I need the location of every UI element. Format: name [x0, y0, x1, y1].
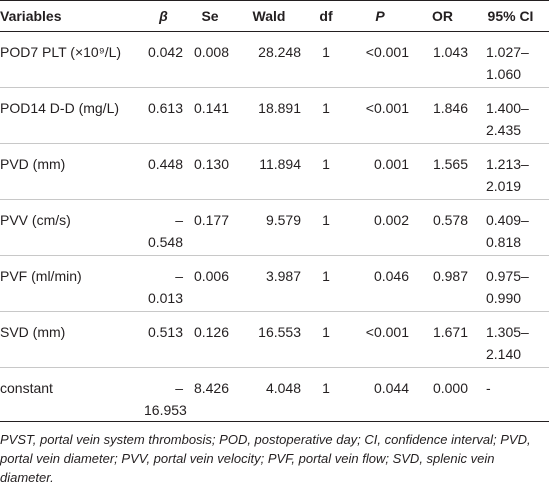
table-row: POD14 D-D (mg/L) 0.613 0.141 18.891 1 <0.001 1… [0, 87, 549, 144]
table-cell: 1.043 [413, 31, 472, 88]
table-cell: –16.953 [140, 367, 187, 422]
table-row: SVD (mm) 0.513 0.126 16.553 1 <0.001 1.671 1.30… [0, 311, 549, 368]
table-cell: 0.409–0.818 [472, 199, 549, 256]
table-cell: 1.213–2.019 [472, 143, 549, 200]
table-cell: 1 [305, 255, 347, 312]
table-cell: 0.448 [140, 143, 187, 200]
table-cell: 1 [305, 367, 347, 422]
column-header: P [347, 0, 413, 32]
table-cell: 1 [305, 87, 347, 144]
table-cell: 0.613 [140, 87, 187, 144]
table-cell: PVV (cm/s) [0, 199, 140, 256]
table-cell: 16.553 [233, 311, 305, 368]
column-header: Wald [233, 0, 305, 32]
table-cell: 0.008 [187, 31, 233, 88]
table-cell: 4.048 [233, 367, 305, 422]
table-cell: 0.578 [413, 199, 472, 256]
table-cell: 9.579 [233, 199, 305, 256]
table-cell: - [472, 367, 549, 422]
table-cell: 0.975–0.990 [472, 255, 549, 312]
table-cell: 1.846 [413, 87, 472, 144]
column-header: OR [413, 0, 472, 32]
footnote: PVST, portal vein system thrombosis; POD… [0, 432, 531, 485]
table-row: PVD (mm) 0.448 0.130 11.894 1 0.001 1.565 1.213… [0, 143, 549, 200]
table-cell: 0.002 [347, 199, 413, 256]
table-cell: 0.513 [140, 311, 187, 368]
table-cell: 1 [305, 31, 347, 88]
table-cell: 1 [305, 311, 347, 368]
table-cell: 1.400–2.435 [472, 87, 549, 144]
table-cell: –0.013 [140, 255, 187, 312]
table-body: POD7 PLT (×10⁹/L) 0.042 0.008 28.248 1 <0.001… [0, 31, 549, 422]
header-row: Variables β Se Wald df P OR 95% CI [0, 0, 549, 32]
table-cell: <0.001 [347, 31, 413, 88]
table-cell: 1 [305, 143, 347, 200]
table-cell: <0.001 [347, 87, 413, 144]
table-cell: 1.671 [413, 311, 472, 368]
column-header: β [140, 0, 187, 32]
table-cell: 3.987 [233, 255, 305, 312]
table-cell: 0.126 [187, 311, 233, 368]
table-cell: 0.177 [187, 199, 233, 256]
table-cell: POD7 PLT (×10⁹/L) [0, 31, 140, 88]
table-cell: 1.305–2.140 [472, 311, 549, 368]
table-cell: 0.042 [140, 31, 187, 88]
table-row: PVF (ml/min) –0.013 0.006 3.987 1 0.046 0.987 0… [0, 255, 549, 312]
table-cell: 28.248 [233, 31, 305, 88]
table-cell: PVF (ml/min) [0, 255, 140, 312]
table-cell: 0.006 [187, 255, 233, 312]
table-cell: 0.000 [413, 367, 472, 422]
table-cell: <0.001 [347, 311, 413, 368]
column-header: df [305, 0, 347, 32]
table-row: PVV (cm/s) –0.548 0.177 9.579 1 0.002 0.578 0.4… [0, 199, 549, 256]
table-cell: 8.426 [187, 367, 233, 422]
regression-table: Variables β Se Wald df P OR 95% CI POD7 PLT (×1… [0, 0, 549, 422]
table-cell: 0.044 [347, 367, 413, 422]
table-cell: SVD (mm) [0, 311, 140, 368]
table-cell: –0.548 [140, 199, 187, 256]
table-cell: 0.141 [187, 87, 233, 144]
table-row: constant –16.953 8.426 4.048 1 0.044 0.000- [0, 367, 549, 422]
table-cell: 0.130 [187, 143, 233, 200]
table-cell: 1.027–1.060 [472, 31, 549, 88]
column-header: 95% CI [472, 0, 549, 32]
table-cell: 0.987 [413, 255, 472, 312]
table-row: POD7 PLT (×10⁹/L) 0.042 0.008 28.248 1 <0.001… [0, 31, 549, 88]
table-cell: 0.001 [347, 143, 413, 200]
table-cell: 11.894 [233, 143, 305, 200]
column-header: Se [187, 0, 233, 32]
table-cell: POD14 D-D (mg/L) [0, 87, 140, 144]
table-cell: constant [0, 367, 140, 422]
table-cell: 18.891 [233, 87, 305, 144]
table-cell: 1 [305, 199, 347, 256]
table-cell: 1.565 [413, 143, 472, 200]
table-cell: PVD (mm) [0, 143, 140, 200]
column-header: Variables [0, 0, 140, 32]
table-cell: 0.046 [347, 255, 413, 312]
